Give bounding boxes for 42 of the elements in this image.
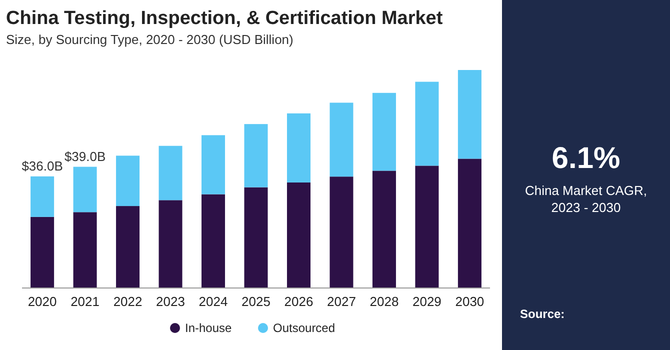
bar [244,124,268,188]
bar [415,82,439,166]
annotation: $39.0B [64,148,106,164]
bar [202,135,226,194]
bar [73,166,97,212]
x-tick-label: 2026 [284,294,314,309]
x-tick-label: 2023 [156,294,185,309]
x-tick-label: 2024 [198,294,228,309]
text: China Market CAGR, 2023 - 2030 [524,183,648,215]
chart-subtitle: Size, by Sourcing Type, 2020 - 2030 (USD Billion) [6,32,294,47]
bar [116,206,140,288]
bar [286,182,310,288]
x-tick-label: 2021 [70,294,100,309]
bar [372,92,396,171]
x-tick-label: 2030 [455,294,484,309]
x-tick-label: 2020 [28,294,57,309]
annotation: $36.0B [22,158,63,174]
source-note: Source: [520,307,565,321]
bar [73,212,97,288]
bar [158,200,182,288]
bar [458,158,482,288]
bar [286,113,310,182]
bar [30,216,54,288]
bar [244,187,268,288]
bar [372,170,396,288]
x-tick-label: 2025 [242,294,270,309]
bar [30,176,54,217]
bar [116,156,140,206]
bar [415,166,439,288]
bar [202,194,226,288]
x-tick-label: 2027 [327,294,356,309]
legend-label: Outsourced [273,321,336,335]
x-tick-label: 2029 [412,294,442,309]
bar [158,146,182,200]
bar [330,176,354,288]
text: 6.1% [552,142,620,175]
x-tick-label: 2022 [113,294,142,309]
legend-label: In-house [185,321,232,335]
bar [330,102,354,177]
x-tick-label: 2028 [370,294,399,309]
bar [458,70,482,159]
chart-title: China Testing, Inspection, & Certification Market [6,8,444,29]
